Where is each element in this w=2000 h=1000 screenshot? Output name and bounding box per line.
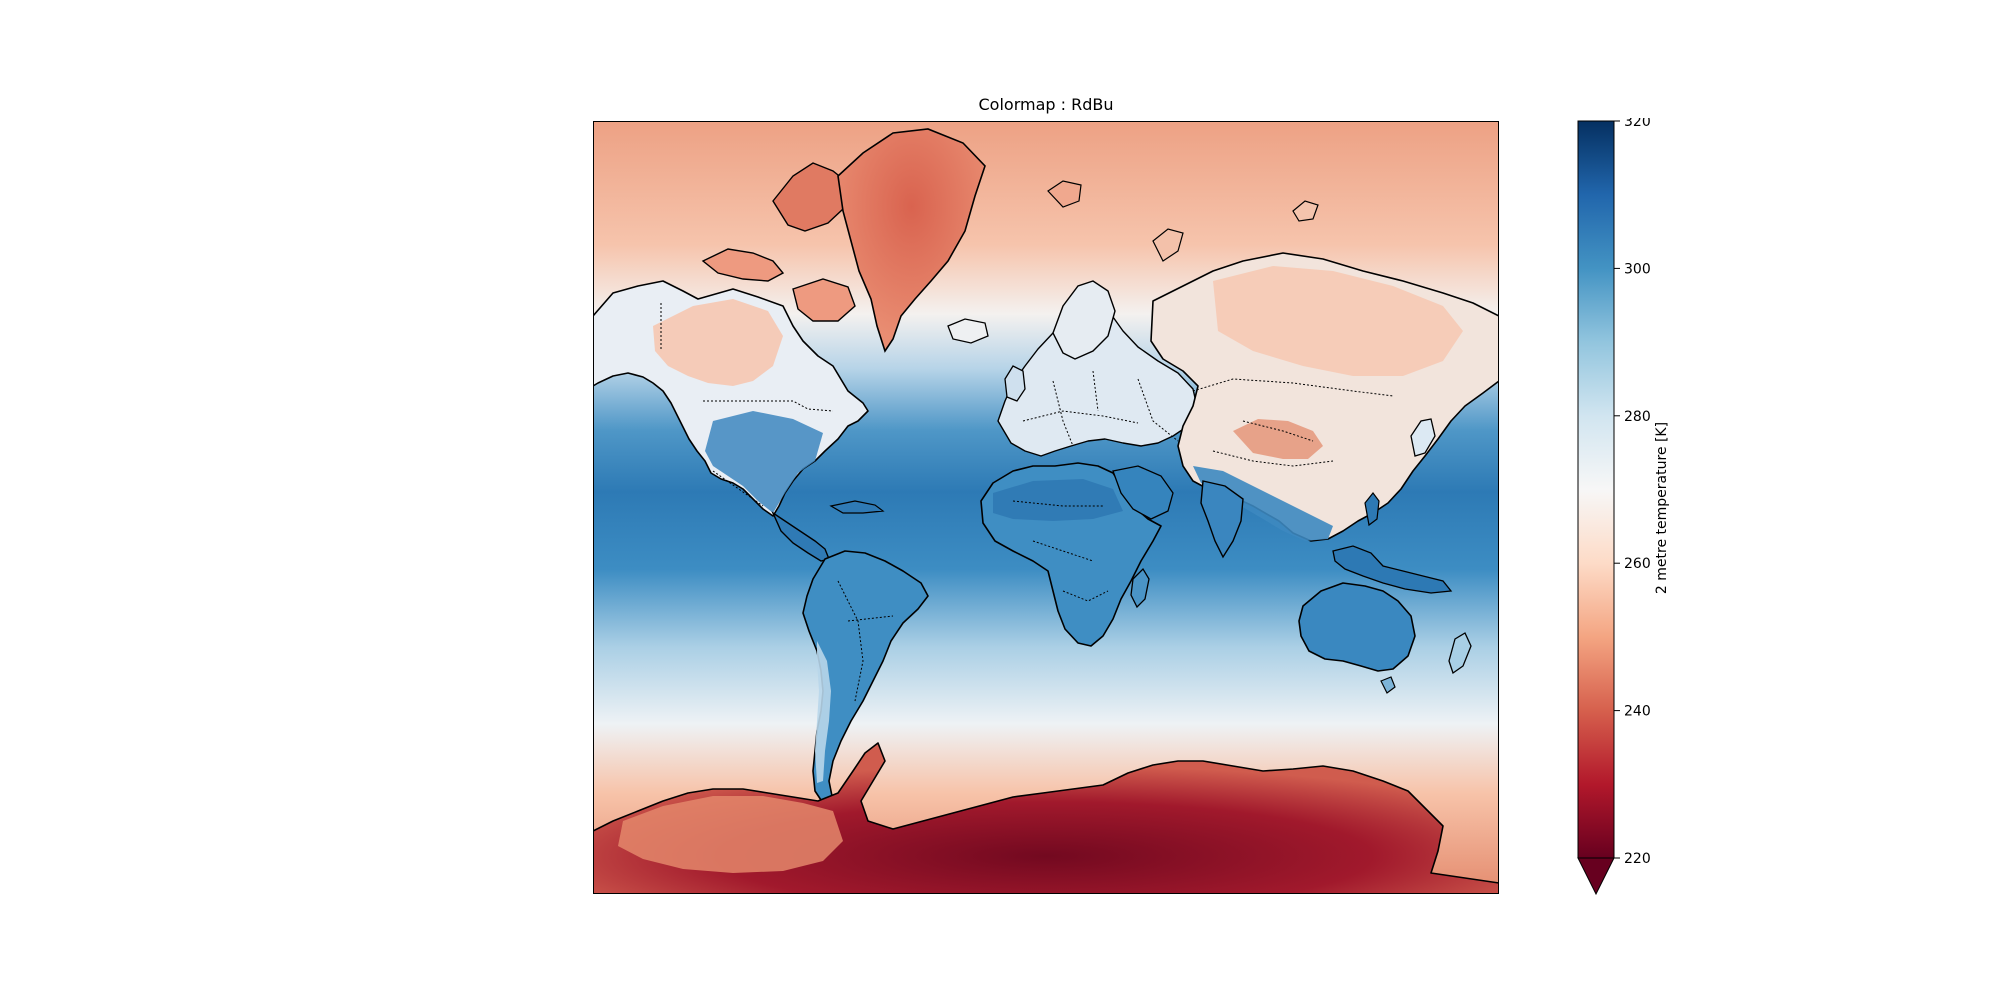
sahara-warm xyxy=(993,479,1123,521)
madagascar xyxy=(1130,567,1150,609)
andes-cool xyxy=(815,641,831,783)
australia-landmass xyxy=(1298,582,1416,672)
colorbar: 220 240 260 280 300 320 xyxy=(1570,114,1710,908)
colorbar-tick-label: 320 xyxy=(1624,118,1651,130)
colorbar-tick-label: 280 xyxy=(1624,409,1651,425)
figure-title: Colormap : RdBu xyxy=(978,95,1114,114)
new-siberian-islands xyxy=(1292,200,1319,222)
japan xyxy=(1410,418,1436,457)
colorbar-tick-label: 300 xyxy=(1624,261,1651,277)
europe-landmass xyxy=(997,308,1199,457)
greenland-landmass xyxy=(837,128,986,353)
novaya-zemlya xyxy=(1152,228,1184,262)
india xyxy=(1200,480,1244,559)
colorbar-extend-min-triangle xyxy=(1577,857,1615,896)
svalbard xyxy=(1047,180,1082,208)
siberia-warm-patch xyxy=(1213,266,1463,376)
iceland xyxy=(947,318,989,344)
tasmania xyxy=(1380,676,1396,694)
antarctic-peninsula-warm xyxy=(618,796,843,873)
southeast-asia-islands xyxy=(1332,545,1453,594)
colorbar-tick-label: 260 xyxy=(1624,556,1651,572)
north-america-cold-region xyxy=(653,299,783,386)
arabian-peninsula xyxy=(1112,465,1174,520)
arctic-islands-3 xyxy=(792,278,856,322)
south-asia-warm xyxy=(1193,466,1333,541)
british-isles xyxy=(1004,365,1026,402)
north-america-interior-warm xyxy=(705,411,823,513)
scandinavia xyxy=(1052,280,1116,360)
map-border xyxy=(593,121,1499,894)
country-borders xyxy=(660,303,1394,702)
new-zealand xyxy=(1448,632,1472,675)
arctic-islands xyxy=(701,248,785,282)
colorbar-label: 2 metre temperature [K] xyxy=(1654,421,1670,595)
colorbar-gradient xyxy=(1577,120,1615,859)
temperature-map xyxy=(592,121,1500,895)
philippines xyxy=(1364,492,1380,527)
colorbar-tick-label: 220 xyxy=(1624,851,1651,867)
tibetan-plateau-cold xyxy=(1233,419,1323,459)
colorbar-tick-label: 240 xyxy=(1624,704,1651,720)
caribbean-islands xyxy=(829,500,885,514)
